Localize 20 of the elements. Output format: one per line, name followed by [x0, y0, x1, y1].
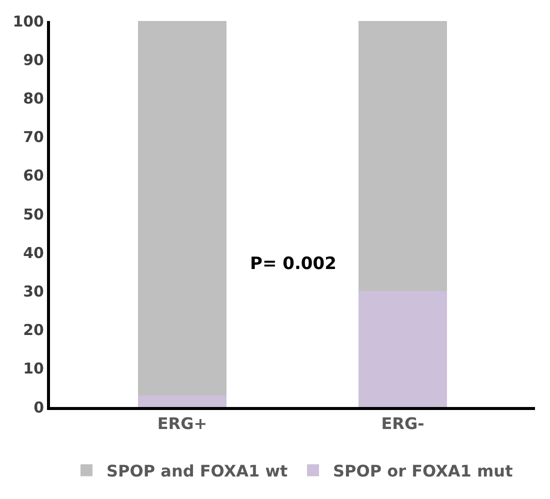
annotation: P= 0.002: [250, 254, 336, 274]
bar: [358, 291, 447, 407]
y-tick-label: 10: [23, 360, 44, 378]
bar: [358, 21, 447, 292]
y-tick-label: 20: [23, 321, 44, 340]
y-tick-label: 100: [12, 12, 44, 30]
bar: [138, 21, 226, 396]
legend-label: SPOP and FOXA1 wt: [106, 461, 288, 480]
y-tick-label: 60: [23, 166, 44, 185]
y-tick-label: 30: [23, 282, 44, 300]
x-tick-label: ERG-: [381, 414, 424, 434]
y-tick-label: 40: [23, 244, 44, 262]
y-tick-label: 70: [23, 128, 44, 146]
y-tick-label: 50: [23, 205, 44, 224]
legend-label: SPOP or FOXA1 mut: [333, 461, 514, 480]
y-tick-label: 90: [23, 50, 44, 69]
x-tick-label: ERG+: [157, 414, 208, 434]
bar: [138, 395, 226, 407]
y-tick-label: 80: [23, 89, 44, 108]
y-tick-label: 0: [34, 398, 44, 416]
